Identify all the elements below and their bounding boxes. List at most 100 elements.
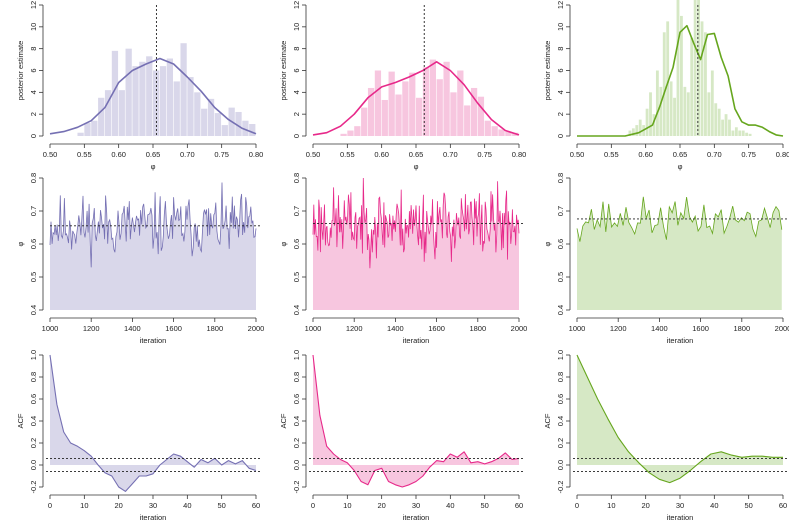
histogram-bar: [221, 125, 228, 136]
histogram-bar: [693, 0, 697, 136]
x-tick-label: 0.65: [673, 150, 688, 159]
y-tick-label: 0.7: [292, 206, 301, 216]
histogram-bar: [724, 114, 728, 136]
histogram-bar: [159, 66, 167, 136]
histogram-bar: [436, 79, 443, 136]
histogram-bar: [125, 48, 132, 136]
x-axis-title: iteration: [403, 336, 430, 345]
y-tick-label: 0.4: [292, 416, 301, 426]
x-tick-label: 1800: [469, 324, 486, 333]
y-tick-label: 8: [29, 47, 38, 51]
acf-line: [576, 354, 783, 484]
histogram-bar: [505, 131, 512, 136]
histogram-bar: [734, 127, 738, 136]
histogram-bar: [690, 37, 694, 136]
panel-trace2: 1000 1200 1400 1600 1800 2000 0.4 0.5 0.6 0.7 0.8 i…: [279, 173, 527, 345]
panel-acf3: 0 10 20 30 40 50 60 -0.2 0.0 0.2 0.4 0.6 0.8 1.0 itera…: [543, 350, 789, 522]
x-axis-title: φ: [151, 162, 156, 171]
x-tick-label: 1400: [651, 324, 668, 333]
histogram-bar: [422, 67, 430, 136]
histogram-bar: [354, 126, 361, 136]
histogram-bar: [91, 120, 98, 136]
x-tick-label: 20: [114, 501, 122, 510]
histogram-bar: [409, 72, 416, 136]
histogram-bar: [235, 111, 242, 136]
trace-fill: [50, 182, 256, 310]
x-tick-label: 1000: [42, 324, 59, 333]
x-tick-label: 60: [515, 501, 523, 510]
x-tick-label: 30: [149, 501, 157, 510]
histogram-bar: [710, 70, 714, 136]
x-tick-label: 0.70: [707, 150, 722, 159]
x-tick-label: 30: [676, 501, 684, 510]
histogram-bar: [388, 71, 395, 136]
x-tick-label: 1000: [305, 324, 322, 333]
x-tick-label: 0.65: [409, 150, 424, 159]
panel-hist2: 0.50 0.55 0.60 0.65 0.70 0.75 0.80 0 2 4 6 8 10 12 φ po…: [279, 1, 526, 171]
histogram-bar: [659, 86, 663, 136]
panel-hist1: 0.50 0.55 0.60 0.65 0.70 0.75 0.80 0 2 4 6 8 10 12 φ po…: [16, 1, 263, 171]
y-tick-label: 0.2: [29, 438, 38, 448]
histogram-bar: [697, 0, 700, 136]
y-tick-label: 10: [292, 23, 301, 31]
histogram-bar: [367, 87, 375, 136]
histogram-bar: [721, 119, 725, 136]
x-tick-label: 1200: [610, 324, 627, 333]
y-axis-title: posterior estimate: [279, 41, 288, 101]
y-axis-title: ACF: [16, 413, 25, 428]
x-tick-label: 1800: [733, 324, 750, 333]
histogram-bar: [416, 97, 423, 136]
histogram-bar: [728, 119, 731, 136]
y-tick-label: 0.2: [292, 438, 301, 448]
acf-fill: [50, 355, 256, 492]
trace-fill: [577, 196, 782, 310]
panel-hist3: 0.50 0.55 0.60 0.65 0.70 0.75 0.80 0 2 4 6 8 10 12 φ po…: [543, 0, 789, 171]
y-tick-label: 2: [292, 112, 301, 116]
histogram-bar: [628, 130, 632, 136]
histogram-bar: [673, 97, 676, 136]
y-tick-label: 4: [556, 90, 565, 94]
trace-fill: [313, 178, 519, 310]
y-tick-label: 10: [556, 23, 565, 31]
x-tick-label: 60: [779, 501, 787, 510]
x-tick-label: 50: [744, 501, 752, 510]
y-axis-title: posterior estimate: [16, 41, 25, 101]
x-tick-label: 2000: [511, 324, 528, 333]
histogram-bar: [347, 130, 354, 136]
histogram-bar: [395, 94, 402, 136]
x-tick-label: 0.75: [741, 150, 756, 159]
y-tick-label: 4: [292, 90, 301, 94]
histogram-bar: [132, 66, 139, 136]
x-tick-label: 0.55: [77, 150, 92, 159]
histogram-bar: [98, 97, 105, 136]
y-tick-label: 0.4: [556, 416, 565, 426]
y-tick-label: 0.6: [556, 239, 565, 249]
histogram-bar: [686, 92, 690, 136]
y-tick-label: -0.2: [29, 481, 38, 494]
y-tick-label: 0.6: [292, 394, 301, 404]
x-tick-label: 10: [343, 501, 351, 510]
y-tick-label: 6: [292, 68, 301, 72]
x-tick-label: 2000: [248, 324, 265, 333]
histogram-bar: [214, 113, 222, 136]
y-tick-label: 0.4: [29, 305, 38, 315]
x-tick-label: 0: [575, 501, 579, 510]
histogram-bar: [491, 126, 498, 136]
histogram-bar: [738, 130, 742, 136]
trace-line: [312, 177, 520, 269]
histogram-bar: [666, 21, 670, 136]
y-tick-label: 0.5: [556, 272, 565, 282]
y-axis-title: ACF: [279, 413, 288, 428]
histogram-bar: [704, 32, 707, 136]
x-tick-label: 50: [217, 501, 225, 510]
y-tick-label: 1.0: [556, 350, 565, 360]
y-axis-title: φ: [543, 241, 552, 246]
x-tick-label: 0.70: [443, 150, 458, 159]
histogram-bar: [180, 43, 187, 137]
histogram-bar: [669, 81, 673, 136]
x-tick-label: 1800: [206, 324, 223, 333]
x-axis-title: iteration: [140, 513, 167, 522]
histogram-bar: [111, 50, 119, 136]
histogram-bar: [443, 61, 450, 137]
y-tick-label: 0.6: [29, 239, 38, 249]
